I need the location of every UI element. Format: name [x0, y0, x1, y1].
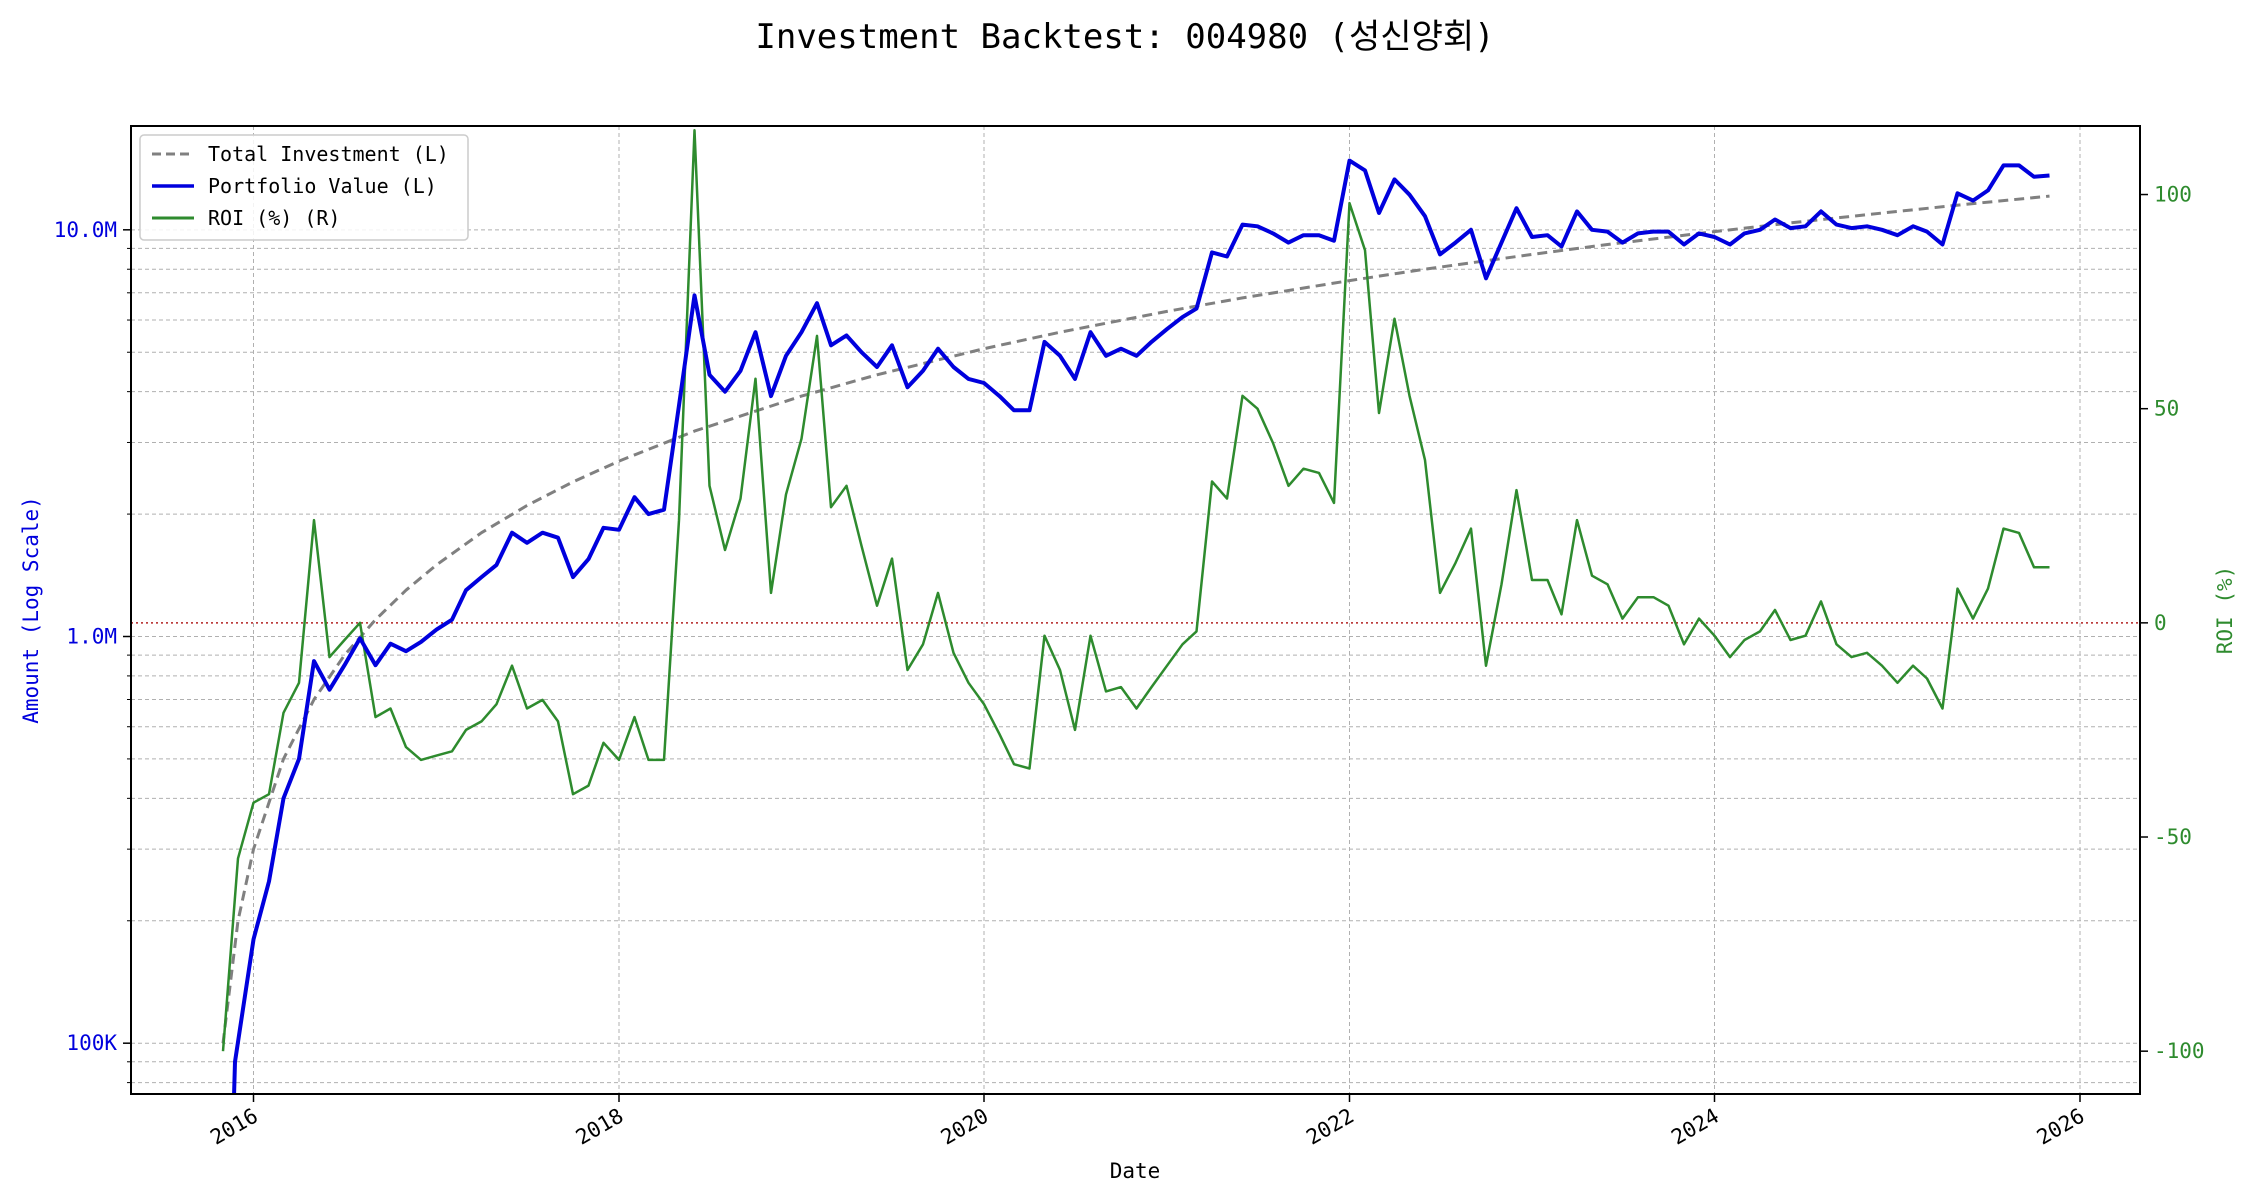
legend-label-roi: ROI (%) (R) [208, 206, 340, 230]
x-axis-label: Date [1110, 1159, 1161, 1183]
y-right-tick-label: 100 [2154, 183, 2192, 207]
x-tick-label: 2022 [1302, 1104, 1358, 1150]
y-left-tick-label: 1.0M [66, 625, 117, 649]
grid-lines [131, 126, 2140, 1094]
legend-label-portfolio: Portfolio Value (L) [208, 174, 437, 198]
investment-line [221, 194, 2050, 1044]
x-tick-label: 2018 [572, 1104, 628, 1150]
x-tick-label: 2026 [2033, 1104, 2089, 1150]
portfolio-value-line [232, 158, 2050, 1094]
x-tick-label: 2024 [1667, 1104, 1723, 1150]
y-left-tick-label: 100K [66, 1031, 117, 1055]
x-tick-label: 2020 [937, 1104, 993, 1150]
y-right-tick-label: -100 [2154, 1039, 2205, 1063]
legend: Total Investment (L) Portfolio Value (L)… [139, 134, 469, 241]
legend-label-investment: Total Investment (L) [208, 142, 449, 166]
legend-box [139, 134, 469, 241]
y-right-tick-label: 50 [2154, 397, 2179, 421]
y-left-tick-label: 10.0M [54, 218, 117, 242]
y-right-axis-label: ROI (%) [2213, 566, 2237, 655]
x-tick-label: 2016 [206, 1104, 262, 1150]
y-right-tick-label: 0 [2154, 611, 2167, 635]
series-layer [221, 129, 2050, 1094]
y-right-tick-label: -50 [2154, 825, 2192, 849]
chart-title: Investment Backtest: 004980 (성신양회) [755, 17, 1494, 57]
y-left-axis-label: Amount (Log Scale) [19, 496, 43, 724]
roi-line [221, 129, 2050, 1052]
plot-frame [130, 125, 2141, 1095]
